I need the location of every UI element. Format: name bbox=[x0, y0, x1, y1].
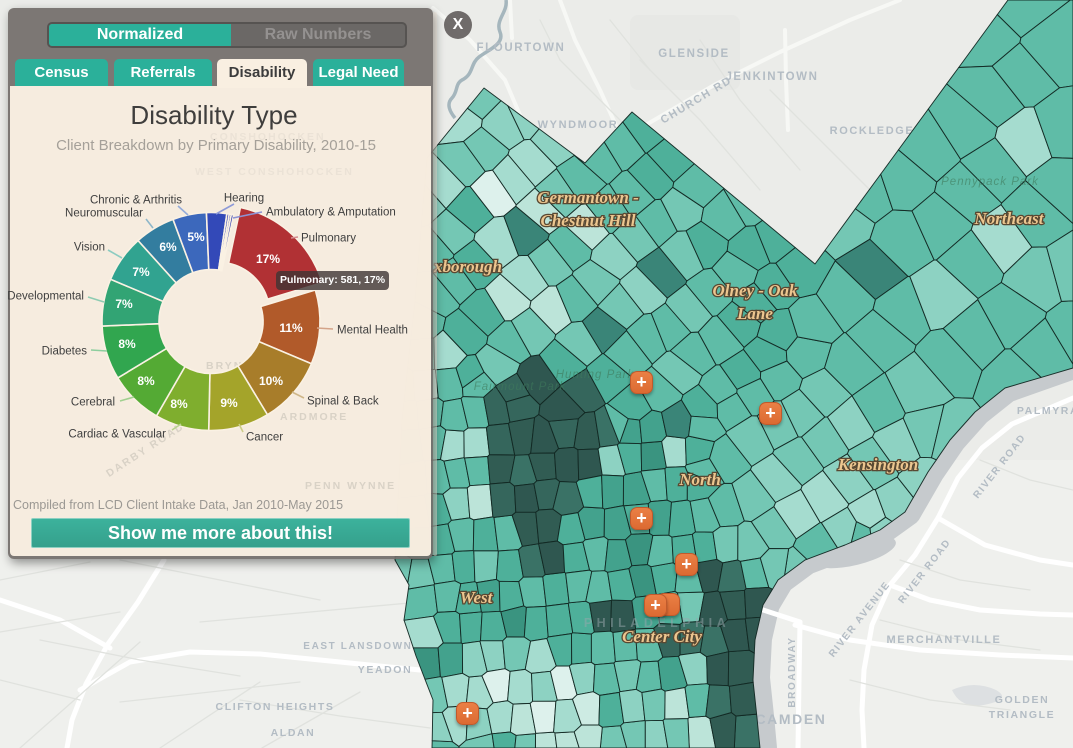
svg-text:10%: 10% bbox=[259, 374, 283, 388]
svg-text:FLOURTOWN: FLOURTOWN bbox=[477, 42, 566, 54]
svg-text:Mental Health: Mental Health bbox=[337, 325, 408, 337]
svg-text:Germantown -: Germantown - bbox=[537, 188, 639, 207]
svg-text:JENKINTOWN: JENKINTOWN bbox=[725, 71, 818, 83]
svg-text:Cardiac & Vascular: Cardiac & Vascular bbox=[68, 429, 166, 441]
svg-text:CLIFTON HEIGHTS: CLIFTON HEIGHTS bbox=[216, 701, 335, 713]
svg-text:North: North bbox=[678, 470, 721, 489]
svg-text:BROADWAY: BROADWAY bbox=[787, 636, 798, 707]
svg-text:Cerebral: Cerebral bbox=[71, 397, 115, 409]
svg-text:xborough: xborough bbox=[433, 257, 502, 276]
svg-text:Chestnut Hill: Chestnut Hill bbox=[541, 211, 636, 230]
svg-text:PHILADELPHIA: PHILADELPHIA bbox=[584, 616, 730, 630]
svg-text:West: West bbox=[460, 588, 494, 607]
svg-text:ROCKLEDGE: ROCKLEDGE bbox=[830, 125, 915, 137]
svg-text:Chronic & Arthritis: Chronic & Arthritis bbox=[90, 195, 182, 207]
svg-text:Center City: Center City bbox=[622, 627, 702, 646]
svg-text:Northeast: Northeast bbox=[974, 209, 1045, 228]
svg-text:9%: 9% bbox=[220, 396, 238, 410]
svg-text:8%: 8% bbox=[137, 374, 155, 388]
svg-text:GOLDEN: GOLDEN bbox=[995, 694, 1050, 706]
svg-text:Pennypack Park: Pennypack Park bbox=[941, 176, 1039, 188]
svg-text:Spinal & Back: Spinal & Back bbox=[307, 396, 379, 408]
svg-text:Vision: Vision bbox=[74, 242, 105, 254]
svg-text:Lane: Lane bbox=[736, 304, 773, 323]
svg-text:7%: 7% bbox=[132, 265, 150, 279]
svg-text:Cancer: Cancer bbox=[246, 432, 283, 444]
svg-text:Hearing: Hearing bbox=[224, 193, 264, 205]
svg-text:11%: 11% bbox=[279, 321, 303, 335]
svg-text:WYNDMOOR: WYNDMOOR bbox=[538, 119, 619, 131]
svg-text:Kensington: Kensington bbox=[837, 455, 918, 474]
svg-text:6%: 6% bbox=[159, 240, 177, 254]
svg-text:Developmental: Developmental bbox=[7, 291, 84, 303]
svg-text:8%: 8% bbox=[170, 397, 188, 411]
svg-text:Fairmount Park: Fairmount Park bbox=[474, 381, 567, 393]
svg-text:Diabetes: Diabetes bbox=[42, 346, 88, 358]
svg-text:ALDAN: ALDAN bbox=[271, 727, 316, 739]
svg-text:MERCHANTVILLE: MERCHANTVILLE bbox=[887, 634, 1002, 646]
svg-text:17%: 17% bbox=[256, 252, 280, 266]
svg-text:5%: 5% bbox=[187, 230, 205, 244]
svg-text:Ambulatory & Amputation: Ambulatory & Amputation bbox=[266, 207, 396, 219]
svg-text:EAST LANSDOWNE: EAST LANSDOWNE bbox=[303, 641, 420, 652]
svg-text:Neuromuscular: Neuromuscular bbox=[65, 208, 143, 220]
svg-text:8%: 8% bbox=[118, 337, 136, 351]
svg-text:Hunting Park: Hunting Park bbox=[556, 369, 635, 381]
svg-text:YEADON: YEADON bbox=[358, 664, 413, 676]
svg-text:7%: 7% bbox=[115, 297, 133, 311]
svg-text:GLENSIDE: GLENSIDE bbox=[658, 48, 730, 60]
svg-text:CAMDEN: CAMDEN bbox=[755, 711, 826, 727]
svg-text:Olney - Oak: Olney - Oak bbox=[713, 281, 798, 300]
svg-text:Pulmonary: Pulmonary bbox=[301, 233, 356, 245]
svg-text:PALMYRA: PALMYRA bbox=[1017, 405, 1073, 417]
svg-text:TRIANGLE: TRIANGLE bbox=[989, 709, 1055, 721]
